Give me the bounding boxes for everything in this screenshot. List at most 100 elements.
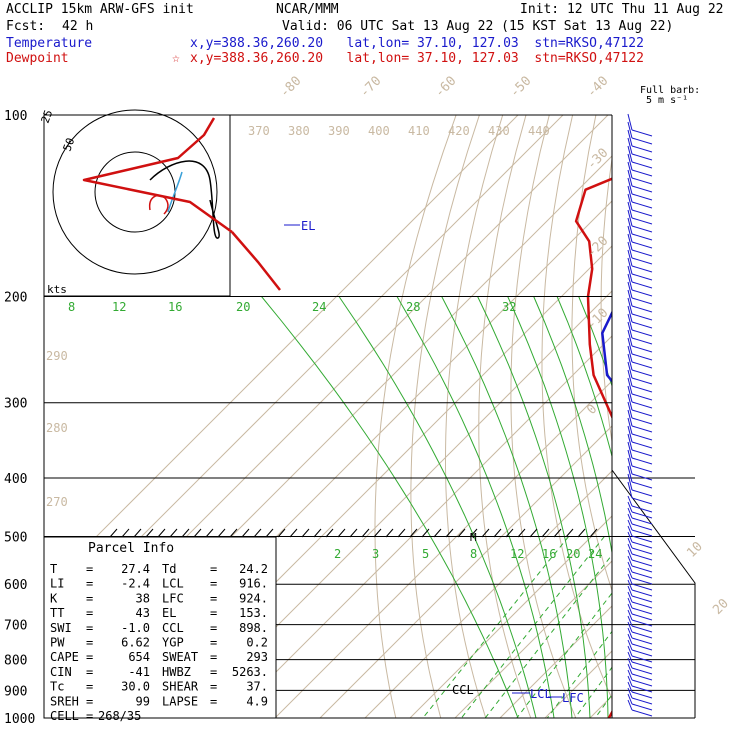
wind-barb [631,523,653,531]
pressure-label: 1000 [4,712,35,727]
wind-barb-flag [627,385,633,403]
dewpoint-star-icon: ☆ [172,51,180,66]
valid-time: Valid: 06 UTC Sat 13 Aug 22 (15 KST Sat … [282,19,674,34]
parcel-label: Td [162,562,176,576]
wind-barb-flag [627,525,633,537]
wind-barb [631,517,653,525]
wind-barb [631,153,653,161]
dry-adiabat-line [374,115,457,718]
wind-barb [631,505,653,513]
isotherm-line [44,115,519,590]
isotherm-line [454,560,612,718]
mixing-ratio-label: 8 [470,547,477,561]
parcel-value: -1.0 [121,621,150,635]
wind-barb-flag [627,409,633,427]
wind-barb-flag [627,609,633,621]
wind-barb [631,613,653,621]
wind-barb [631,691,653,699]
moist-adiabat-label: 28 [406,300,420,314]
hatch-mark [313,528,322,538]
isotherm-label: 10 [684,539,706,561]
parcel-label: LFC [162,591,184,605]
moist-adiabat-line [477,296,591,718]
hatch-mark [169,528,178,538]
parcel-label: HWBZ [162,665,191,679]
pressure-label: 900 [4,684,27,699]
parcel-value: 4.9 [246,694,268,708]
hatch-mark [229,528,238,538]
wind-barb [631,619,653,627]
parcel-label: Tc [50,680,64,694]
hodograph-inset [43,109,231,297]
dry-adiabat-line [600,155,612,445]
hatch-mark [469,528,478,538]
wind-barb [631,433,653,441]
parcel-equals: = [86,621,93,635]
parcel-label: TT [50,606,64,620]
wind-barb-flag [627,465,633,483]
parcel-label: YGP [162,636,184,650]
wind-barb [631,233,653,241]
temperature-legend-label: Temperature [6,36,93,51]
wind-barb [631,393,653,401]
isotherm-label: 20 [710,596,732,618]
wind-barb [631,547,653,555]
mixing-ratio-line [422,536,569,718]
isotherm-line [319,425,612,718]
hatch-mark [421,528,430,538]
wind-barb [631,225,653,233]
theta-label: 430 [488,124,510,138]
wind-barb [631,441,653,449]
wind-barb-flag [627,441,633,459]
wind-barb [631,607,653,615]
wind-barb [631,625,653,633]
hatch-mark [541,528,550,538]
parcel-label: LCL [162,577,184,591]
parcel-value: 6.62 [121,636,150,650]
parcel-value: 293 [246,650,268,664]
hodograph-trace-upper [82,117,233,234]
wind-barb [631,329,653,337]
wind-barb [631,489,653,497]
parcel-equals: = [86,577,93,591]
hatch-mark [241,528,250,538]
moist-adiabat-line [556,296,612,459]
dry-adiabat-line [683,115,740,718]
parcel-value: -41 [128,665,150,679]
wind-barb-flag [627,113,633,131]
fcst-label: Fcst: [6,19,46,34]
wind-barb [631,601,653,609]
wind-barb-flag [627,361,633,379]
isotherm-line [274,380,612,718]
parcel-value: 654 [128,650,150,664]
isotherm-label: 0 [584,402,600,418]
hatch-mark [265,528,274,538]
wind-barb-flag [627,425,633,443]
mixing-ratio-line [461,536,605,718]
wind-barb-flag [627,305,633,323]
hatch-mark [301,528,310,538]
dry-adiabat-line [734,115,740,718]
hatch-mark [121,528,130,538]
dry-adiabat-line [629,115,740,718]
parcel-info-title: Parcel Info [88,541,174,556]
hatch-mark [193,528,202,538]
wind-barb-flag [627,145,633,163]
dry-adiabat-line [541,115,612,701]
hatch-mark [481,528,490,538]
hodograph-units: kts [47,283,67,296]
wind-barb [631,209,653,217]
hatch-mark [145,528,154,538]
isotherm-label: -50 [507,74,534,101]
wind-barb [631,425,653,433]
wind-barb [631,703,653,711]
wind-barb-flag [627,433,633,451]
wind-barb [631,577,653,585]
parcel-value: 24.2 [239,562,268,576]
wind-barb-flag [627,513,633,525]
theta-label: 420 [448,124,470,138]
wind-barb [631,589,653,597]
dewpoint-station-info: x,y=388.36,260.20 lat,lon= 37.10, 127.03… [190,51,644,66]
theta-label: 410 [408,124,430,138]
hodograph-ring-label: 25 [39,108,56,125]
